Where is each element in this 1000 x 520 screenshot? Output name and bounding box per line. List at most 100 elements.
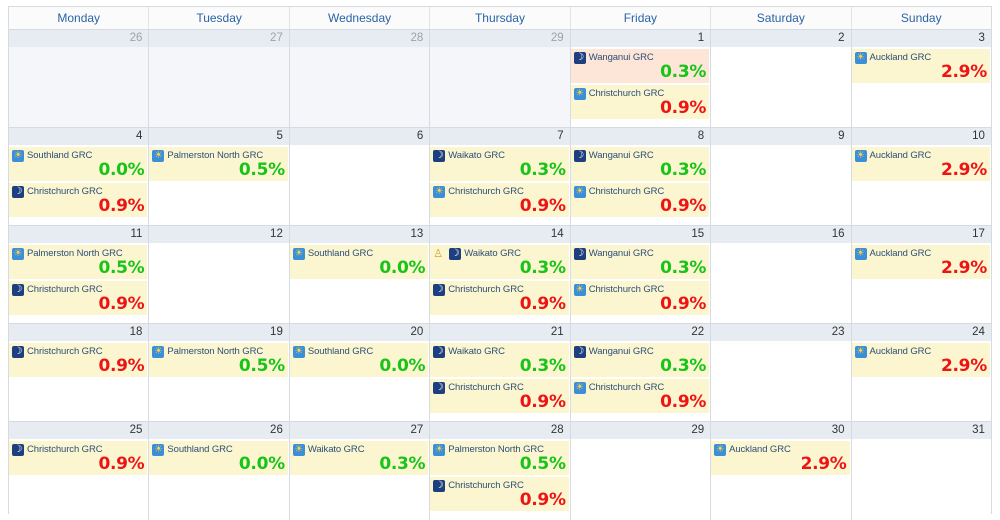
day-number[interactable]: 28 <box>430 422 570 439</box>
day-cell[interactable]: 6 <box>289 128 431 225</box>
track-name[interactable]: Waikato GRC <box>464 248 521 259</box>
day-number[interactable]: 8 <box>570 128 711 145</box>
day-number[interactable]: 27 <box>289 422 430 439</box>
day-number[interactable]: 21 <box>430 324 570 341</box>
track-name[interactable]: Wanganui GRC <box>588 52 654 63</box>
race-meeting-event[interactable]: ☀ Southland GRC 0.0% <box>149 441 288 475</box>
day-cell[interactable]: 17 ☀ Auckland GRC 2.9% <box>851 226 991 323</box>
race-meeting-event[interactable]: ♙ ☽ Waikato GRC 0.3% <box>430 245 569 279</box>
day-number[interactable]: 20 <box>289 324 430 341</box>
day-number[interactable]: 29 <box>430 30 570 47</box>
day-cell[interactable]: 29 <box>570 422 712 520</box>
day-cell[interactable]: 24 ☀ Auckland GRC 2.9% <box>851 324 991 421</box>
day-number[interactable]: 2 <box>711 30 851 47</box>
day-cell[interactable]: 31 <box>851 422 991 520</box>
track-name[interactable]: Wanganui GRC <box>588 150 654 161</box>
race-meeting-event[interactable]: ☽ Waikato GRC 0.3% <box>430 147 569 181</box>
track-name[interactable]: Christchurch GRC <box>27 186 103 197</box>
day-number[interactable]: 24 <box>851 324 991 341</box>
race-meeting-event[interactable]: ☽ Wanganui GRC 0.3% <box>570 245 710 279</box>
day-number[interactable]: 23 <box>711 324 851 341</box>
day-cell[interactable]: 25 ☽ Christchurch GRC 0.9% <box>9 422 150 520</box>
race-meeting-event[interactable]: ☀ Auckland GRC 2.9% <box>851 343 990 377</box>
race-meeting-event[interactable]: ☽ Christchurch GRC 0.9% <box>430 379 569 413</box>
race-meeting-event[interactable]: ☽ Wanganui GRC 0.3% <box>570 343 710 377</box>
day-cell[interactable]: 21 ☽ Waikato GRC 0.3% ☽ Christchurch GRC 0.9% <box>430 324 571 421</box>
day-number[interactable]: 29 <box>570 422 711 439</box>
day-cell[interactable]: 9 <box>711 128 852 225</box>
day-cell[interactable]: 4 ☀ Southland GRC 0.0% ☽ Christchurch GRC 0.9% <box>9 128 150 225</box>
day-number[interactable]: 5 <box>149 128 289 145</box>
race-meeting-event[interactable]: ☀ Auckland GRC 2.9% <box>711 441 850 475</box>
day-number[interactable]: 30 <box>711 422 851 439</box>
race-meeting-event[interactable]: ☀ Southland GRC 0.0% <box>289 245 429 279</box>
day-cell[interactable]: 12 <box>149 226 290 323</box>
day-cell[interactable]: 29 <box>430 30 571 127</box>
day-cell[interactable]: 23 <box>711 324 852 421</box>
track-name[interactable]: Palmerston North GRC <box>167 346 264 357</box>
track-name[interactable]: Christchurch GRC <box>27 444 103 455</box>
track-name[interactable]: Christchurch GRC <box>27 284 103 295</box>
race-meeting-event[interactable]: ☽ Christchurch GRC 0.9% <box>9 183 148 217</box>
race-meeting-event[interactable]: ☽ Wanganui GRC 0.3% <box>570 147 710 181</box>
race-meeting-event[interactable]: ☀ Christchurch GRC 0.9% <box>570 379 710 413</box>
day-number[interactable]: 16 <box>711 226 851 243</box>
race-meeting-event[interactable]: ☀ Christchurch GRC 0.9% <box>570 183 710 217</box>
track-name[interactable]: Auckland GRC <box>869 150 932 161</box>
track-name[interactable]: Christchurch GRC <box>588 186 665 197</box>
race-meeting-event[interactable]: ☀ Palmerston North GRC 0.5% <box>149 343 288 377</box>
day-cell[interactable]: 2 <box>711 30 852 127</box>
track-name[interactable]: Auckland GRC <box>869 346 932 357</box>
day-cell[interactable]: 26 <box>9 30 150 127</box>
day-number[interactable]: 22 <box>570 324 711 341</box>
day-cell[interactable]: 14 ♙ ☽ Waikato GRC 0.3% ☽ Christchurch GRC 0.9% <box>430 226 571 323</box>
day-number[interactable]: 4 <box>9 128 149 145</box>
race-meeting-event[interactable]: ☀ Christchurch GRC 0.9% <box>570 281 710 315</box>
race-meeting-event[interactable]: ☀ Christchurch GRC 0.9% <box>430 183 569 217</box>
day-cell[interactable]: 3 ☀ Auckland GRC 2.9% <box>851 30 991 127</box>
day-number[interactable]: 17 <box>851 226 991 243</box>
race-meeting-event[interactable]: ☀ Christchurch GRC 0.9% <box>570 85 710 119</box>
day-number[interactable]: 18 <box>9 324 149 341</box>
day-cell[interactable]: 7 ☽ Waikato GRC 0.3% ☀ Christchurch GRC 0.9% <box>430 128 571 225</box>
day-cell[interactable]: 19 ☀ Palmerston North GRC 0.5% <box>149 324 290 421</box>
day-number[interactable]: 1 <box>570 30 711 47</box>
race-meeting-event[interactable]: ☽ Christchurch GRC 0.9% <box>430 281 569 315</box>
race-meeting-event[interactable]: ☽ Waikato GRC 0.3% <box>430 343 569 377</box>
day-number[interactable]: 6 <box>289 128 430 145</box>
track-name[interactable]: Wanganui GRC <box>588 248 654 259</box>
race-meeting-event[interactable]: ☀ Palmerston North GRC 0.5% <box>430 441 569 475</box>
day-cell[interactable]: 13 ☀ Southland GRC 0.0% <box>289 226 431 323</box>
track-name[interactable]: Christchurch GRC <box>448 284 524 295</box>
day-number[interactable]: 25 <box>9 422 149 439</box>
day-cell[interactable]: 28 <box>289 30 431 127</box>
track-name[interactable]: Christchurch GRC <box>27 346 103 357</box>
track-name[interactable]: Southland GRC <box>307 346 374 357</box>
day-cell[interactable]: 1 ☽ Wanganui GRC 0.3% ☀ Christchurch GRC 0.9% <box>570 30 712 127</box>
track-name[interactable]: Christchurch GRC <box>588 88 665 99</box>
day-cell[interactable]: 20 ☀ Southland GRC 0.0% <box>289 324 431 421</box>
day-cell[interactable]: 27 ☀ Waikato GRC 0.3% <box>289 422 431 520</box>
day-number[interactable]: 27 <box>149 30 289 47</box>
track-name[interactable]: Wanganui GRC <box>588 346 654 357</box>
day-cell[interactable]: 18 ☽ Christchurch GRC 0.9% <box>9 324 150 421</box>
race-meeting-event[interactable]: ☽ Christchurch GRC 0.9% <box>9 441 148 475</box>
race-meeting-event[interactable]: ☀ Auckland GRC 2.9% <box>851 245 990 279</box>
day-number[interactable]: 9 <box>711 128 851 145</box>
track-name[interactable]: Christchurch GRC <box>588 284 665 295</box>
track-name[interactable]: Palmerston North GRC <box>448 444 544 455</box>
track-name[interactable]: Waikato GRC <box>448 150 505 161</box>
track-name[interactable]: Auckland GRC <box>869 248 932 259</box>
day-number[interactable]: 26 <box>9 30 149 47</box>
day-cell[interactable]: 10 ☀ Auckland GRC 2.9% <box>851 128 991 225</box>
track-name[interactable]: Southland GRC <box>27 150 93 161</box>
race-meeting-event[interactable]: ☀ Southland GRC 0.0% <box>289 343 429 377</box>
track-name[interactable]: Auckland GRC <box>869 52 932 63</box>
race-meeting-event[interactable]: ☀ Southland GRC 0.0% <box>9 147 148 181</box>
day-cell[interactable]: 28 ☀ Palmerston North GRC 0.5% ☽ Christchurch… <box>430 422 571 520</box>
race-meeting-event[interactable]: ☀ Palmerston North GRC 0.5% <box>149 147 288 181</box>
race-meeting-event[interactable]: ☀ Palmerston North GRC 0.5% <box>9 245 148 279</box>
track-name[interactable]: Palmerston North GRC <box>167 150 264 161</box>
race-meeting-event[interactable]: ☀ Auckland GRC 2.9% <box>851 147 990 181</box>
day-number[interactable]: 13 <box>289 226 430 243</box>
